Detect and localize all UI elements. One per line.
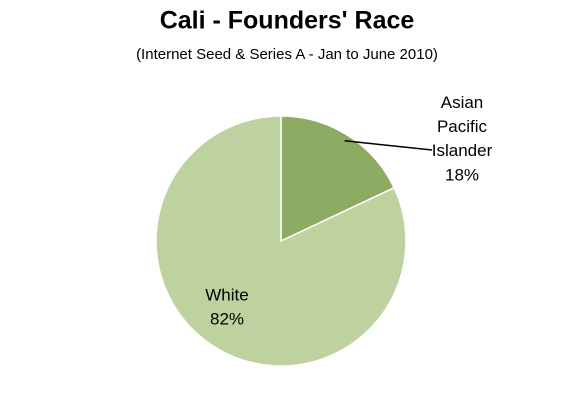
chart-subtitle: (Internet Seed & Series A - Jan to June …	[136, 46, 438, 63]
value-label: 82%	[210, 309, 244, 328]
value-label: 18%	[445, 165, 479, 184]
slice-label: White	[205, 285, 248, 304]
slice-label: Asian Pacific Islander	[432, 93, 493, 160]
leader-line	[344, 139, 433, 151]
pie-slice	[280, 115, 396, 243]
chart-title: Cali - Founders' Race	[160, 7, 415, 35]
pie-slice	[155, 115, 407, 367]
